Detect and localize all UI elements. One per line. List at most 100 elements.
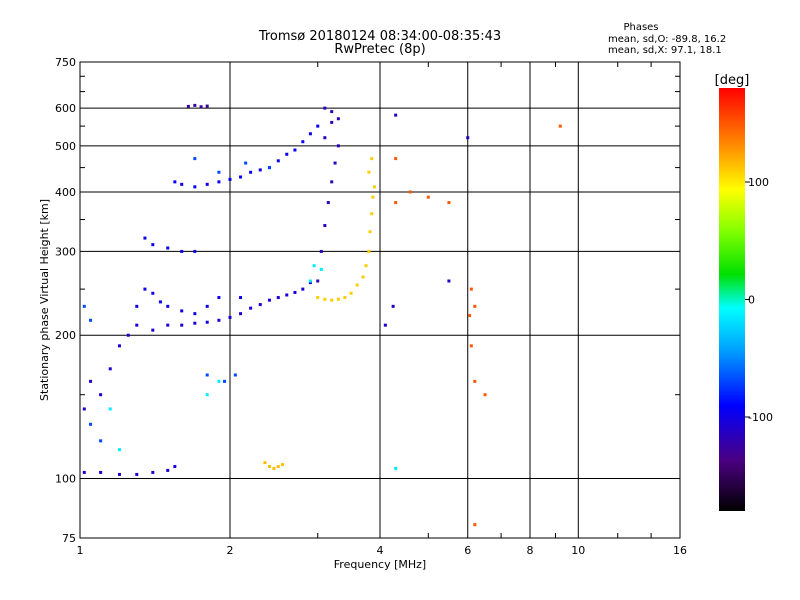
echo-point: [166, 304, 170, 308]
echo-point: [117, 472, 121, 476]
echo-point: [180, 182, 184, 186]
echo-point: [355, 283, 359, 287]
echo-point: [180, 249, 184, 253]
echo-point: [135, 472, 139, 476]
echo-point: [244, 161, 248, 165]
colorbar: [719, 88, 745, 511]
echo-point: [239, 175, 243, 179]
phase-box-line-x: mean, sd,X: 97.1, 18.1: [608, 45, 722, 56]
phase-box-line-o: mean, sd,O: -89.8, 16.2: [608, 34, 726, 45]
echo-point: [301, 140, 305, 144]
echo-point: [180, 323, 184, 327]
echo-point: [267, 166, 271, 170]
echo-point: [228, 177, 232, 181]
echo-point: [319, 249, 323, 253]
x-axis-ticks: 1 2 4 6 8 10 16: [77, 62, 687, 557]
echo-point: [233, 373, 237, 377]
y-tick-label: 750: [55, 56, 76, 69]
echo-point: [371, 195, 375, 199]
phase-box-heading: Phases: [623, 22, 658, 33]
echo-point: [323, 297, 327, 301]
echo-point: [293, 290, 297, 294]
echo-point: [180, 309, 184, 313]
echo-point: [173, 180, 177, 184]
echo-point: [82, 304, 86, 308]
y-tick-label: 600: [55, 102, 76, 115]
echo-point: [108, 367, 112, 371]
echo-point: [308, 279, 312, 283]
echo-point: [468, 314, 472, 318]
echo-point: [186, 104, 190, 108]
echo-point: [117, 344, 121, 348]
echo-point: [223, 379, 227, 383]
echo-point: [312, 264, 316, 268]
echo-point: [285, 293, 289, 297]
y-tick-label: 100: [55, 473, 76, 486]
echo-point: [205, 393, 209, 397]
echo-point: [166, 468, 170, 472]
echo-point: [217, 170, 221, 174]
echo-point: [173, 464, 177, 468]
echo-point: [205, 304, 209, 308]
echo-point: [447, 279, 451, 283]
echo-point: [193, 249, 197, 253]
echo-point: [82, 470, 86, 474]
echo-point: [272, 466, 276, 470]
echo-point: [193, 157, 197, 161]
x-axis-label: Frequency [MHz]: [334, 558, 426, 571]
echo-point: [217, 296, 221, 300]
echo-point: [370, 157, 374, 161]
echo-point: [308, 281, 312, 285]
echo-point: [293, 148, 297, 152]
echo-point: [370, 212, 374, 216]
echo-point: [308, 132, 312, 136]
x-tick-label: 6: [464, 544, 471, 557]
echo-point: [193, 321, 197, 325]
echo-point: [408, 190, 412, 194]
echo-point: [276, 296, 280, 300]
echo-point: [333, 161, 337, 165]
echo-point: [330, 110, 334, 114]
echo-point: [249, 170, 253, 174]
echo-point: [394, 113, 398, 117]
data-points: [82, 103, 562, 527]
echo-point: [263, 461, 267, 465]
echo-point: [217, 379, 221, 383]
y-tick-label: 75: [62, 532, 76, 545]
echo-point: [158, 300, 162, 304]
echo-point: [367, 249, 371, 253]
x-tick-label: 8: [527, 544, 534, 557]
echo-point: [193, 185, 197, 189]
grid-lines: [80, 62, 680, 538]
echo-point: [301, 287, 305, 291]
echo-point: [330, 180, 334, 184]
echo-point: [330, 120, 334, 124]
echo-point: [205, 182, 209, 186]
echo-point: [383, 323, 387, 327]
colorbar-ticks: -100 0 100: [745, 176, 773, 424]
echo-point: [117, 448, 121, 452]
echo-point: [367, 170, 371, 174]
echo-point: [239, 312, 243, 316]
echo-point: [151, 470, 155, 474]
echo-point: [394, 201, 398, 205]
echo-point: [473, 379, 477, 383]
chart-subtitle: RwPretec (8p): [334, 42, 425, 57]
echo-point: [323, 136, 327, 140]
colorbar-tick-label: 0: [748, 294, 755, 307]
echo-point: [135, 323, 139, 327]
echo-point: [151, 291, 155, 295]
echo-point: [276, 159, 280, 163]
echo-point: [239, 296, 243, 300]
y-tick-label: 400: [55, 186, 76, 199]
echo-point: [89, 379, 93, 383]
echo-point: [336, 117, 340, 121]
echo-point: [326, 201, 330, 205]
plot-frame: [79, 61, 681, 539]
echo-point: [99, 470, 103, 474]
echo-point: [394, 157, 398, 161]
echo-point: [193, 103, 197, 107]
echo-point: [391, 304, 395, 308]
echo-point: [217, 318, 221, 322]
